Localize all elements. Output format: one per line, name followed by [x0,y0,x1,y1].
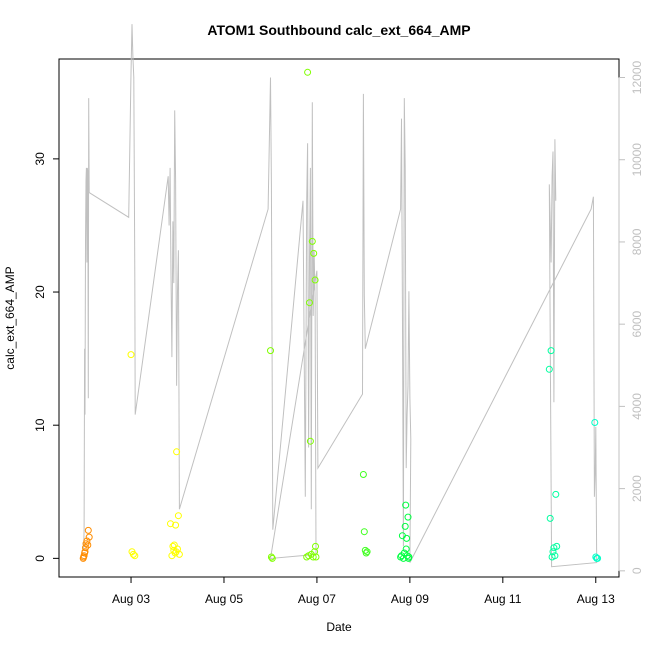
x-tick-label: Aug 11 [484,592,521,606]
y2-tick-label: 0 [630,567,644,574]
y-axis-label: calc_ext_664_AMP [3,266,17,369]
data-point [81,548,89,556]
data-point [545,365,553,373]
data-point [405,553,413,561]
data-point [84,541,92,549]
y-tick-label: 20 [33,285,47,299]
x-tick-label: Aug 09 [391,592,429,606]
x-tick-label: Aug 05 [205,592,243,606]
data-point [402,501,410,509]
data-point [594,554,602,562]
data-point [174,512,182,520]
data-point [402,545,410,553]
data-point [363,548,371,556]
data-point [267,553,275,561]
data-point [85,533,93,541]
y2-tick-label: 4000 [630,393,644,420]
x-axis-label: Date [326,620,352,634]
y-axis-right: 0 2000 4000 6000 8000 10000 12000 [618,60,644,574]
data-point [591,419,599,426]
y-tick-label: 30 [33,152,47,166]
data-point [546,514,554,522]
data-point [304,68,312,76]
data-point [267,347,274,355]
secondary-line-layer [83,24,598,568]
data-point [312,553,320,561]
data-point [592,553,600,561]
y-axis-left: 0 10 20 30 [33,152,60,562]
data-point [551,552,559,560]
data-point [127,351,135,359]
chart-title: ATOM1 Southbound calc_ext_664_AMP [207,22,470,38]
data-point [308,237,316,245]
y2-tick-label: 8000 [630,228,644,255]
y2-tick-label: 2000 [630,475,644,502]
data-point [167,520,174,528]
data-point [362,549,370,557]
x-axis: Aug 03 Aug 05 Aug 07 Aug 09 Aug 11 Aug 13 [112,576,615,606]
y-tick-label: 10 [33,418,47,432]
data-point [306,437,314,445]
data-point [268,554,276,562]
data-point [175,550,183,558]
data-point [549,548,557,556]
data-point [306,299,313,307]
data-point [129,550,137,558]
data-point [172,521,180,529]
x-tick-label: Aug 07 [298,592,336,606]
data-point [360,528,368,536]
data-point [171,549,179,557]
data-point [547,347,555,355]
data-point [84,526,92,534]
data-point [359,471,367,478]
data-point [403,534,411,542]
scatter-points-layer [79,68,602,562]
data-point [401,522,409,530]
data-point [404,513,412,521]
y-tick-label: 0 [33,555,47,562]
data-point [80,552,88,560]
y2-tick-label: 12000 [630,60,644,94]
x-tick-label: Aug 13 [577,592,615,606]
data-point [311,276,319,284]
y2-tick-label: 10000 [630,143,644,177]
data-point [552,490,560,498]
data-point [173,448,181,456]
data-point [310,249,318,257]
secondary-series-line [83,24,598,568]
data-point [312,542,319,550]
y2-tick-label: 6000 [630,310,644,337]
x-tick-label: Aug 03 [112,592,150,606]
data-point [131,552,139,560]
data-point [553,542,561,550]
data-point [83,537,91,545]
